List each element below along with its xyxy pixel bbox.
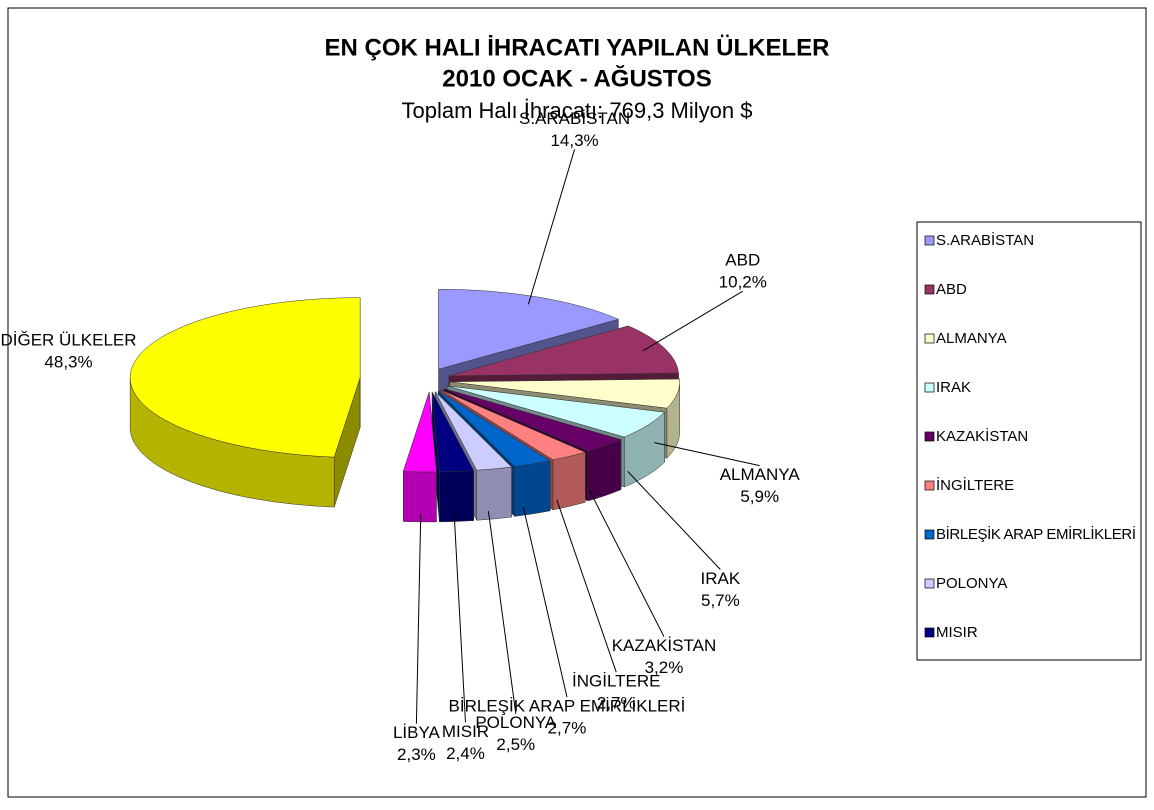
slice-value: 48,3% bbox=[44, 352, 92, 371]
legend-label: KAZAKİSTAN bbox=[936, 427, 1028, 445]
slice-value: 2,7% bbox=[548, 719, 587, 738]
slice-label: LİBYA bbox=[393, 723, 441, 742]
slice-label: ALMANYA bbox=[720, 465, 801, 484]
chart-caption: Toplam Halı İhracatı: 769,3 Milyon $ bbox=[402, 98, 753, 123]
slice-top bbox=[129, 297, 361, 458]
legend-label: S.ARABİSTAN bbox=[936, 231, 1034, 249]
legend-swatch bbox=[924, 578, 935, 589]
slice-value: 2,7% bbox=[597, 694, 636, 713]
leader-line bbox=[642, 290, 744, 352]
slice-value: 5,7% bbox=[701, 591, 740, 610]
slice-side bbox=[403, 471, 437, 523]
leader-line bbox=[453, 513, 466, 723]
slice-top bbox=[402, 391, 437, 473]
slice-label: S.ARABİSTAN bbox=[519, 109, 630, 128]
chart-title: EN ÇOK HALI İHRACATI YAPILAN ÜLKELER bbox=[325, 34, 830, 61]
chart-subtitle: 2010 OCAK - AĞUSTOS bbox=[442, 64, 711, 92]
leader-line bbox=[588, 489, 665, 637]
slice-top bbox=[431, 391, 475, 473]
slice-value: 3,2% bbox=[645, 658, 684, 677]
slice-value: 2,3% bbox=[397, 745, 436, 764]
slice-top bbox=[449, 378, 680, 409]
legend-box bbox=[916, 221, 1142, 661]
legend-label: POLONYA bbox=[936, 575, 1007, 592]
slice-label: ABD bbox=[725, 251, 760, 270]
legend-label: MISIR bbox=[936, 624, 978, 641]
leader-line bbox=[527, 149, 576, 305]
slice-top bbox=[441, 389, 587, 461]
leader-line bbox=[487, 511, 517, 714]
legend-swatch bbox=[924, 431, 935, 442]
legend: S.ARABİSTAN ABD ALMANYA IRAK KAZAKİSTAN İNGİL… bbox=[924, 231, 1136, 641]
legend-label: ABD bbox=[936, 281, 967, 298]
slice bbox=[431, 391, 475, 523]
slice-label: DİĞER ÜLKELER bbox=[0, 330, 136, 349]
legend-swatch bbox=[924, 333, 935, 344]
slice-top bbox=[438, 288, 620, 370]
legend-swatch bbox=[924, 627, 935, 638]
leader-line bbox=[522, 506, 568, 698]
slice-label: POLONYA bbox=[475, 713, 557, 732]
slice-top bbox=[438, 390, 551, 467]
legend-label: İNGİLTERE bbox=[936, 476, 1014, 494]
legend-swatch bbox=[924, 382, 935, 393]
legend-label: ALMANYA bbox=[936, 330, 1007, 347]
slice-label: BİRLEŞİK ARAP EMİRLİKLERİ bbox=[449, 697, 686, 716]
slice-side bbox=[476, 466, 512, 521]
leader-line bbox=[556, 499, 617, 673]
slice-top bbox=[447, 385, 666, 438]
legend-swatch bbox=[924, 284, 935, 295]
leader-line bbox=[627, 470, 721, 570]
slice bbox=[129, 297, 361, 508]
legend-swatch bbox=[924, 529, 935, 540]
slice-top bbox=[448, 325, 679, 377]
slice-value: 2,4% bbox=[446, 744, 485, 763]
legend-label: IRAK bbox=[936, 379, 971, 396]
leader-line bbox=[415, 513, 422, 724]
legend-swatch bbox=[924, 235, 935, 246]
slice-top bbox=[434, 391, 513, 471]
slice-value: 14,3% bbox=[550, 131, 598, 150]
slice bbox=[402, 391, 437, 523]
slice-top bbox=[443, 388, 622, 452]
slice-side bbox=[514, 460, 551, 517]
slice-side bbox=[439, 470, 474, 523]
slice-label: KAZAKİSTAN bbox=[612, 636, 717, 655]
slice-value: 2,5% bbox=[496, 735, 535, 754]
slice-value: 5,9% bbox=[740, 487, 779, 506]
slice-label: MISIR bbox=[442, 722, 489, 741]
leader-line bbox=[654, 442, 760, 467]
slice-label: IRAK bbox=[701, 569, 741, 588]
legend-swatch bbox=[924, 480, 935, 491]
slice-value: 10,2% bbox=[719, 273, 767, 292]
slice-label: İNGİLTERE bbox=[572, 672, 660, 691]
slice-side bbox=[552, 451, 586, 511]
legend-label: BİRLEŞİK ARAP EMİRLİKLERİ bbox=[936, 525, 1136, 543]
